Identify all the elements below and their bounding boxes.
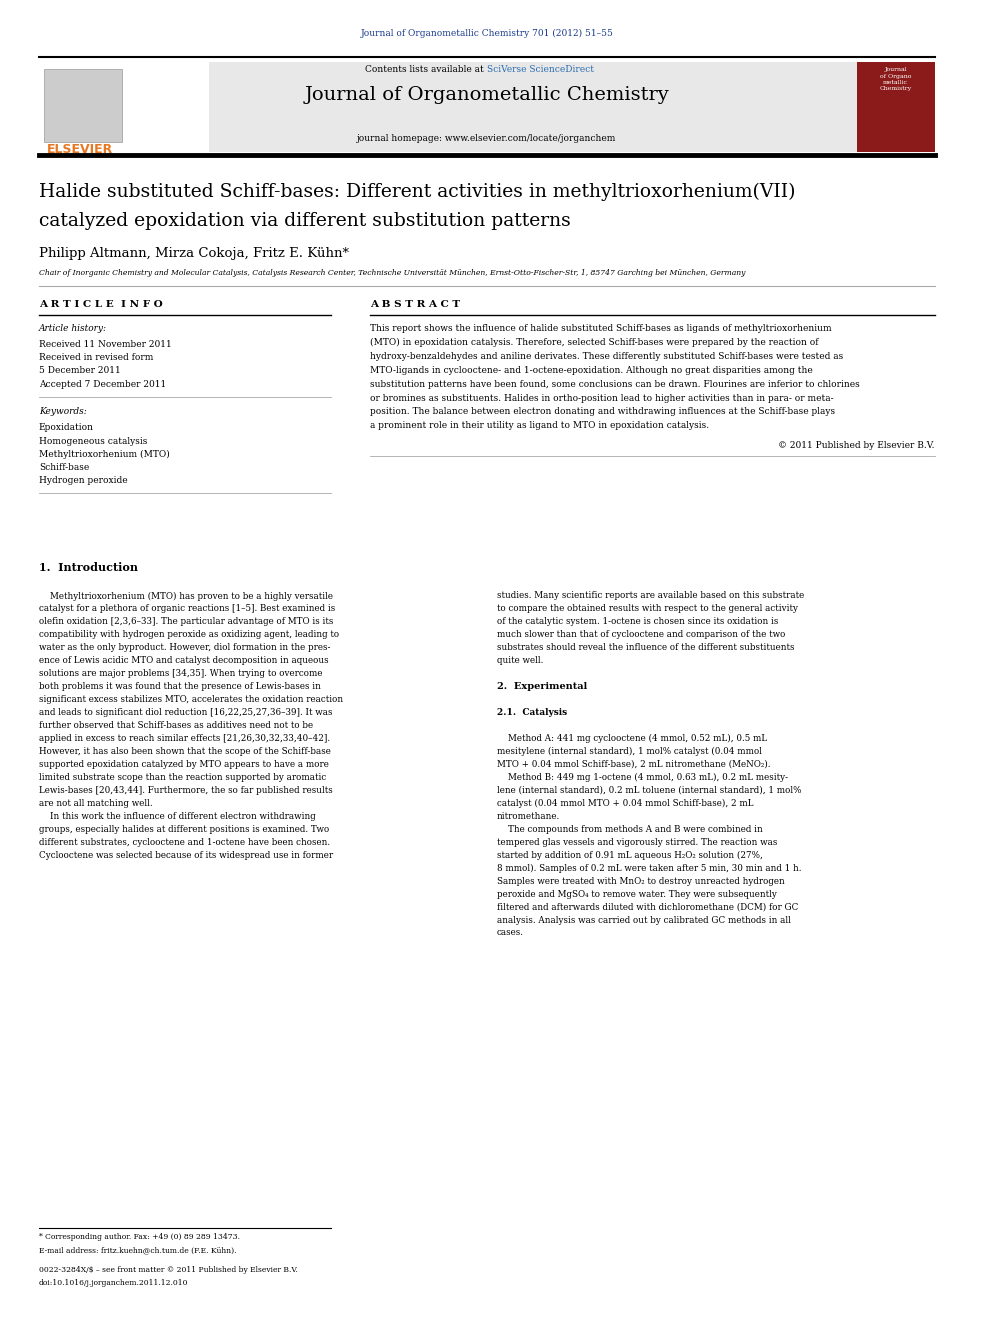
- FancyBboxPatch shape: [857, 62, 934, 152]
- Text: to compare the obtained results with respect to the general activity: to compare the obtained results with res…: [497, 605, 798, 614]
- Text: 1.  Introduction: 1. Introduction: [39, 562, 138, 573]
- Text: olefin oxidation [2,3,6–33]. The particular advantage of MTO is its: olefin oxidation [2,3,6–33]. The particu…: [39, 618, 333, 626]
- Text: or bromines as substituents. Halides in ortho-position lead to higher activities: or bromines as substituents. Halides in …: [370, 393, 833, 402]
- Text: substrates should reveal the influence of the different substituents: substrates should reveal the influence o…: [497, 643, 794, 652]
- Text: ence of Lewis acidic MTO and catalyst decomposition in aqueous: ence of Lewis acidic MTO and catalyst de…: [39, 656, 328, 665]
- Text: started by addition of 0.91 mL aqueous H₂O₂ solution (27%,: started by addition of 0.91 mL aqueous H…: [497, 851, 763, 860]
- Text: solutions are major problems [34,35]. When trying to overcome: solutions are major problems [34,35]. Wh…: [39, 669, 322, 679]
- Text: Contents lists available at: Contents lists available at: [365, 65, 487, 74]
- Text: applied in excess to reach similar effects [21,26,30,32,33,40–42].: applied in excess to reach similar effec…: [39, 734, 330, 744]
- Text: 2.  Experimental: 2. Experimental: [497, 683, 586, 691]
- Text: quite well.: quite well.: [497, 656, 543, 665]
- Text: Homogeneous catalysis: Homogeneous catalysis: [39, 437, 148, 446]
- Text: Chair of Inorganic Chemistry and Molecular Catalysis, Catalysis Research Center,: Chair of Inorganic Chemistry and Molecul…: [39, 269, 745, 277]
- Text: Method A: 441 mg cyclooctene (4 mmol, 0.52 mL), 0.5 mL: Method A: 441 mg cyclooctene (4 mmol, 0.…: [497, 734, 767, 744]
- Text: 2.1.  Catalysis: 2.1. Catalysis: [497, 708, 566, 717]
- Text: Epoxidation: Epoxidation: [39, 423, 94, 433]
- Text: A B S T R A C T: A B S T R A C T: [370, 300, 460, 310]
- Text: both problems it was found that the presence of Lewis-bases in: both problems it was found that the pres…: [39, 683, 320, 691]
- Text: different substrates, cyclooctene and 1-octene have been chosen.: different substrates, cyclooctene and 1-…: [39, 837, 330, 847]
- Text: hydroxy-benzaldehydes and aniline derivates. These differently substituted Schif: hydroxy-benzaldehydes and aniline deriva…: [370, 352, 843, 361]
- Text: Lewis-bases [20,43,44]. Furthermore, the so far published results: Lewis-bases [20,43,44]. Furthermore, the…: [39, 786, 332, 795]
- Text: and leads to significant diol reduction [16,22,25,27,36–39]. It was: and leads to significant diol reduction …: [39, 708, 332, 717]
- Text: Keywords:: Keywords:: [39, 407, 86, 417]
- Text: 0022-3284X/$ – see front matter © 2011 Published by Elsevier B.V.: 0022-3284X/$ – see front matter © 2011 P…: [39, 1266, 298, 1274]
- Text: In this work the influence of different electron withdrawing: In this work the influence of different …: [39, 812, 315, 820]
- Text: supported epoxidation catalyzed by MTO appears to have a more: supported epoxidation catalyzed by MTO a…: [39, 759, 328, 769]
- Text: catalyst (0.04 mmol MTO + 0.04 mmol Schiff-base), 2 mL: catalyst (0.04 mmol MTO + 0.04 mmol Schi…: [497, 799, 753, 808]
- Text: studies. Many scientific reports are available based on this substrate: studies. Many scientific reports are ava…: [497, 591, 804, 601]
- Text: Samples were treated with MnO₂ to destroy unreacted hydrogen: Samples were treated with MnO₂ to destro…: [497, 877, 785, 885]
- Text: significant excess stabilizes MTO, accelerates the oxidation reaction: significant excess stabilizes MTO, accel…: [39, 695, 343, 704]
- Text: substitution patterns have been found, some conclusions can be drawn. Flourines : substitution patterns have been found, s…: [370, 380, 860, 389]
- Text: cases.: cases.: [497, 929, 524, 938]
- Text: © 2011 Published by Elsevier B.V.: © 2011 Published by Elsevier B.V.: [778, 441, 934, 450]
- Text: (MTO) in epoxidation catalysis. Therefore, selected Schiff-bases were prepared b: (MTO) in epoxidation catalysis. Therefor…: [370, 337, 818, 347]
- Text: water as the only byproduct. However, diol formation in the pres-: water as the only byproduct. However, di…: [39, 643, 330, 652]
- Text: Philipp Altmann, Mirza Cokoja, Fritz E. Kühn*: Philipp Altmann, Mirza Cokoja, Fritz E. …: [39, 247, 349, 261]
- Text: Journal
of Organo
metallic
Chemistry: Journal of Organo metallic Chemistry: [880, 67, 912, 91]
- Text: 5 December 2011: 5 December 2011: [39, 366, 121, 376]
- Text: Halide substituted Schiff-bases: Different activities in methyltrioxorhenium(VII: Halide substituted Schiff-bases: Differe…: [39, 183, 796, 201]
- Text: doi:10.1016/j.jorganchem.2011.12.010: doi:10.1016/j.jorganchem.2011.12.010: [39, 1279, 188, 1287]
- Text: nitromethane.: nitromethane.: [497, 812, 559, 820]
- Text: journal homepage: www.elsevier.com/locate/jorganchem: journal homepage: www.elsevier.com/locat…: [357, 134, 616, 143]
- Text: Schiff-base: Schiff-base: [39, 463, 89, 472]
- Text: 8 mmol). Samples of 0.2 mL were taken after 5 min, 30 min and 1 h.: 8 mmol). Samples of 0.2 mL were taken af…: [497, 864, 801, 873]
- FancyBboxPatch shape: [39, 62, 209, 152]
- Text: * Corresponding author. Fax: +49 (0) 89 289 13473.: * Corresponding author. Fax: +49 (0) 89 …: [39, 1233, 240, 1241]
- Text: MTO + 0.04 mmol Schiff-base), 2 mL nitromethane (MeNO₂).: MTO + 0.04 mmol Schiff-base), 2 mL nitro…: [497, 759, 770, 769]
- Text: much slower than that of cyclooctene and comparison of the two: much slower than that of cyclooctene and…: [497, 630, 785, 639]
- Text: However, it has also been shown that the scope of the Schiff-base: However, it has also been shown that the…: [39, 747, 330, 755]
- Text: of the catalytic system. 1-octene is chosen since its oxidation is: of the catalytic system. 1-octene is cho…: [497, 618, 778, 626]
- Text: Journal of Organometallic Chemistry 701 (2012) 51–55: Journal of Organometallic Chemistry 701 …: [360, 29, 613, 38]
- Text: further observed that Schiff-bases as additives need not to be: further observed that Schiff-bases as ad…: [39, 721, 313, 730]
- Text: Hydrogen peroxide: Hydrogen peroxide: [39, 476, 128, 486]
- Text: Journal of Organometallic Chemistry: Journal of Organometallic Chemistry: [305, 86, 670, 105]
- Text: filtered and afterwards diluted with dichloromethane (DCM) for GC: filtered and afterwards diluted with dic…: [497, 902, 798, 912]
- Text: Received 11 November 2011: Received 11 November 2011: [39, 340, 172, 349]
- Text: compatibility with hydrogen peroxide as oxidizing agent, leading to: compatibility with hydrogen peroxide as …: [39, 630, 339, 639]
- Text: E-mail address: fritz.kuehn@ch.tum.de (F.E. Kühn).: E-mail address: fritz.kuehn@ch.tum.de (F…: [39, 1246, 236, 1254]
- Text: lene (internal standard), 0.2 mL toluene (internal standard), 1 mol%: lene (internal standard), 0.2 mL toluene…: [497, 786, 801, 795]
- FancyBboxPatch shape: [44, 69, 122, 142]
- Text: a prominent role in their utility as ligand to MTO in epoxidation catalysis.: a prominent role in their utility as lig…: [370, 421, 709, 430]
- Text: limited substrate scope than the reaction supported by aromatic: limited substrate scope than the reactio…: [39, 773, 326, 782]
- Text: are not all matching well.: are not all matching well.: [39, 799, 153, 808]
- Text: tempered glas vessels and vigorously stirred. The reaction was: tempered glas vessels and vigorously sti…: [497, 837, 777, 847]
- Text: Methyltrioxorhenium (MTO): Methyltrioxorhenium (MTO): [39, 450, 170, 459]
- Text: Methyltrioxorhenium (MTO) has proven to be a highly versatile: Methyltrioxorhenium (MTO) has proven to …: [39, 591, 333, 601]
- Text: catalyst for a plethora of organic reactions [1–5]. Best examined is: catalyst for a plethora of organic react…: [39, 605, 335, 614]
- Text: Article history:: Article history:: [39, 324, 107, 333]
- Text: The compounds from methods A and B were combined in: The compounds from methods A and B were …: [497, 824, 762, 833]
- Text: A R T I C L E  I N F O: A R T I C L E I N F O: [39, 300, 163, 310]
- Text: analysis. Analysis was carried out by calibrated GC methods in all: analysis. Analysis was carried out by ca…: [497, 916, 791, 925]
- Text: mesitylene (internal standard), 1 mol% catalyst (0.04 mmol: mesitylene (internal standard), 1 mol% c…: [497, 747, 762, 755]
- Text: ELSEVIER: ELSEVIER: [47, 143, 113, 156]
- Text: MTO-ligands in cyclooctene- and 1-octene-epoxidation. Although no great disparit: MTO-ligands in cyclooctene- and 1-octene…: [370, 365, 812, 374]
- Text: position. The balance between electron donating and withdrawing influences at th: position. The balance between electron d…: [370, 407, 835, 417]
- Text: Method B: 449 mg 1-octene (4 mmol, 0.63 mL), 0.2 mL mesity-: Method B: 449 mg 1-octene (4 mmol, 0.63 …: [497, 773, 788, 782]
- Text: Received in revised form: Received in revised form: [39, 353, 154, 363]
- Text: groups, especially halides at different positions is examined. Two: groups, especially halides at different …: [39, 824, 329, 833]
- FancyBboxPatch shape: [39, 62, 857, 152]
- Text: peroxide and MgSO₄ to remove water. They were subsequently: peroxide and MgSO₄ to remove water. They…: [497, 889, 777, 898]
- Text: This report shows the influence of halide substituted Schiff-bases as ligands of: This report shows the influence of halid…: [370, 324, 831, 333]
- Text: Cyclooctene was selected because of its widespread use in former: Cyclooctene was selected because of its …: [39, 851, 333, 860]
- Text: Accepted 7 December 2011: Accepted 7 December 2011: [39, 380, 167, 389]
- Text: catalyzed epoxidation via different substitution patterns: catalyzed epoxidation via different subs…: [39, 212, 570, 230]
- Text: SciVerse ScienceDirect: SciVerse ScienceDirect: [487, 65, 594, 74]
